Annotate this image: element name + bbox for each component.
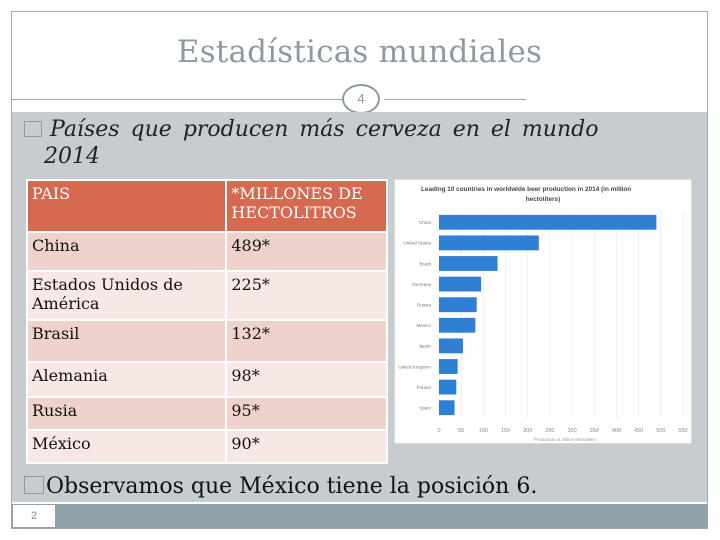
header-hectoliters: *MILLONES DE HECTOLITROS <box>225 179 388 233</box>
checkbox-bullet-icon <box>24 121 42 137</box>
chart-bar <box>439 317 476 333</box>
table-row: Estados Unidos de América 225* <box>25 270 388 321</box>
cell-country: Estados Unidos de América <box>25 270 228 321</box>
cell-value: 90* <box>225 429 388 464</box>
chart-x-tick-label: 150 <box>501 428 510 434</box>
table-header-row: PAIS *MILLONES DE HECTOLITROS <box>25 179 388 233</box>
chart-bar <box>439 214 657 230</box>
heading-line1: Países que producen más cerveza en el mu… <box>50 117 599 142</box>
chart-x-tick-label: 300 <box>567 428 576 434</box>
chart-title-line1: Leading 10 countries in worldwide beer p… <box>421 186 631 193</box>
chart-bar <box>439 379 457 395</box>
footer-page-number: 2 <box>12 504 56 528</box>
cell-country: Rusia <box>25 396 228 431</box>
page-marker: 4 <box>342 84 380 114</box>
observation-text: Observamos que México tiene la posición … <box>46 474 538 499</box>
table-row: Rusia 95* <box>25 396 388 431</box>
heading: Países que producen más cerveza en el mu… <box>24 116 694 144</box>
heading-year: 2014 <box>44 144 100 169</box>
beer-production-table: PAIS *MILLONES DE HECTOLITROS China 489*… <box>25 179 388 464</box>
cell-value: 98* <box>225 361 388 398</box>
footer-bar <box>12 504 707 528</box>
chart-bar <box>439 235 539 251</box>
checkbox-bullet-icon <box>24 476 44 494</box>
cell-country: Alemania <box>25 361 228 398</box>
chart-bar <box>439 338 463 354</box>
divider-left <box>12 99 342 100</box>
table-row: México 90* <box>25 429 388 464</box>
chart-x-tick-label: 200 <box>523 428 532 434</box>
cell-country: Brasil <box>25 319 228 363</box>
chart-x-tick-label: 0 <box>437 428 440 434</box>
chart-x-tick-label: 250 <box>545 428 554 434</box>
chart-category-label: Poland <box>417 385 432 390</box>
chart-bar <box>439 400 455 416</box>
chart-bar <box>439 297 477 313</box>
chart-category-label: China <box>419 220 431 225</box>
table-row: Alemania 98* <box>25 361 388 398</box>
divider-right <box>384 99 526 100</box>
slide-frame <box>11 11 708 529</box>
table-row: Brasil 132* <box>25 319 388 363</box>
observation: Observamos que México tiene la posición … <box>24 474 537 499</box>
chart-category-label: Germany <box>412 282 432 287</box>
chart-category-label: United Kingdom <box>398 364 431 369</box>
chart-x-tick-label: 450 <box>634 428 643 434</box>
cell-value: 225* <box>225 270 388 321</box>
slide-title: Estadísticas mundiales <box>176 34 543 70</box>
beer-chart-svg: Leading 10 countries in worldwide beer p… <box>398 186 687 442</box>
chart-x-tick-label: 100 <box>479 428 488 434</box>
chart-bar <box>439 276 482 292</box>
chart-x-tick-label: 350 <box>590 428 599 434</box>
chart-x-tick-label: 50 <box>458 428 464 434</box>
cell-value: 95* <box>225 396 388 431</box>
chart-category-label: Brazil <box>420 261 432 266</box>
chart-bar <box>439 256 498 271</box>
chart-category-label: Mexico <box>416 323 431 328</box>
chart-title-line2: hectoliters) <box>526 196 560 203</box>
chart-category-label: Japan <box>418 344 431 349</box>
chart-category-label: United States <box>403 241 431 246</box>
cell-value: 132* <box>225 319 388 363</box>
chart-bar <box>439 359 458 374</box>
chart-category-label: Spain <box>419 406 431 411</box>
cell-value: 489* <box>225 231 388 272</box>
chart-x-tick-label: 400 <box>612 428 621 434</box>
cell-country: China <box>25 231 228 272</box>
table-row: China 489* <box>25 231 388 272</box>
chart-x-tick-label: 550 <box>678 428 687 434</box>
header-country: PAIS <box>25 179 228 233</box>
chart-x-axis-label: Production in million hectoliters <box>534 437 597 442</box>
beer-chart: Leading 10 countries in worldwide beer p… <box>394 179 692 444</box>
chart-category-label: Russia <box>417 303 431 308</box>
cell-country: México <box>25 429 228 464</box>
chart-x-tick-label: 500 <box>656 428 665 434</box>
